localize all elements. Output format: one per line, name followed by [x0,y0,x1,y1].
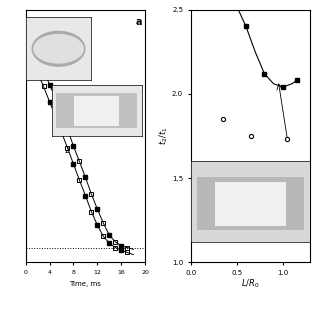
Text: a: a [136,17,142,27]
Text: 1: 1 [52,102,58,111]
X-axis label: Time, ms: Time, ms [69,281,101,287]
Text: 2: 2 [65,146,70,155]
Y-axis label: $t_2/t_1$: $t_2/t_1$ [158,127,171,145]
X-axis label: $L/R_0$: $L/R_0$ [241,277,260,290]
